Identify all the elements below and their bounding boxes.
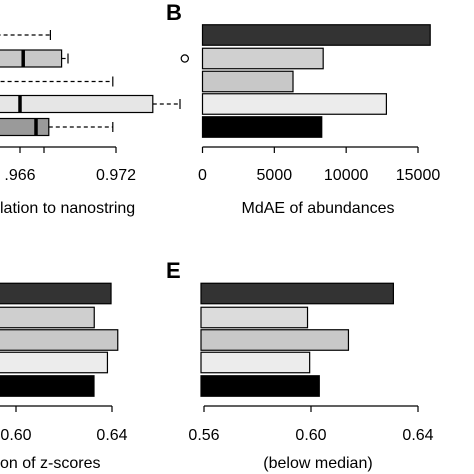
bar-2: [201, 47, 324, 70]
bar-1: [201, 24, 431, 46]
panel-label: E: [166, 258, 181, 283]
x-tick-label: 0.60: [0, 427, 31, 444]
box: [0, 49, 63, 68]
bar-2: [200, 306, 309, 329]
boxplot-row-3: [0, 76, 114, 87]
x-axis-label: on of z-scores: [0, 455, 100, 472]
x-tick-label: 0.56: [188, 427, 219, 444]
x-tick-label: 0.60: [295, 427, 326, 444]
x-tick-label: 0.972: [96, 167, 136, 184]
x-tick-label: 0.64: [402, 427, 433, 444]
bar-5: [0, 375, 95, 397]
bar-4: [200, 351, 311, 374]
x-axis-label: lation to nanostring: [0, 200, 135, 217]
boxplot-row-4: [0, 94, 181, 114]
bar-3: [200, 329, 350, 351]
bar-1: [200, 282, 394, 305]
x-axis-label: (below median): [263, 455, 372, 472]
bar-5: [200, 375, 320, 397]
bar-4: [0, 351, 109, 374]
x-tick-label: 5000: [257, 167, 293, 184]
bar-2: [0, 306, 95, 329]
bar-1: [0, 282, 112, 305]
x-axis-label: MdAE of abundances: [242, 200, 395, 217]
boxplot-row-5: [0, 117, 114, 137]
panel-label: B: [166, 0, 182, 25]
x-tick-label: 0.64: [96, 427, 127, 444]
x-tick-label: .966: [4, 167, 35, 184]
x-tick-label: 0: [198, 167, 207, 184]
box: [0, 94, 154, 114]
x-tick-label: 10000: [324, 167, 369, 184]
boxplot-row-2: [0, 49, 189, 68]
box: [0, 117, 50, 137]
outlier-point: [180, 54, 189, 63]
bar-5: [201, 116, 323, 138]
x-tick-label: 15000: [396, 167, 441, 184]
bar-3: [0, 329, 119, 351]
boxplot-row-1: [0, 30, 52, 40]
bar-4: [201, 93, 387, 115]
bar-3: [201, 70, 294, 93]
